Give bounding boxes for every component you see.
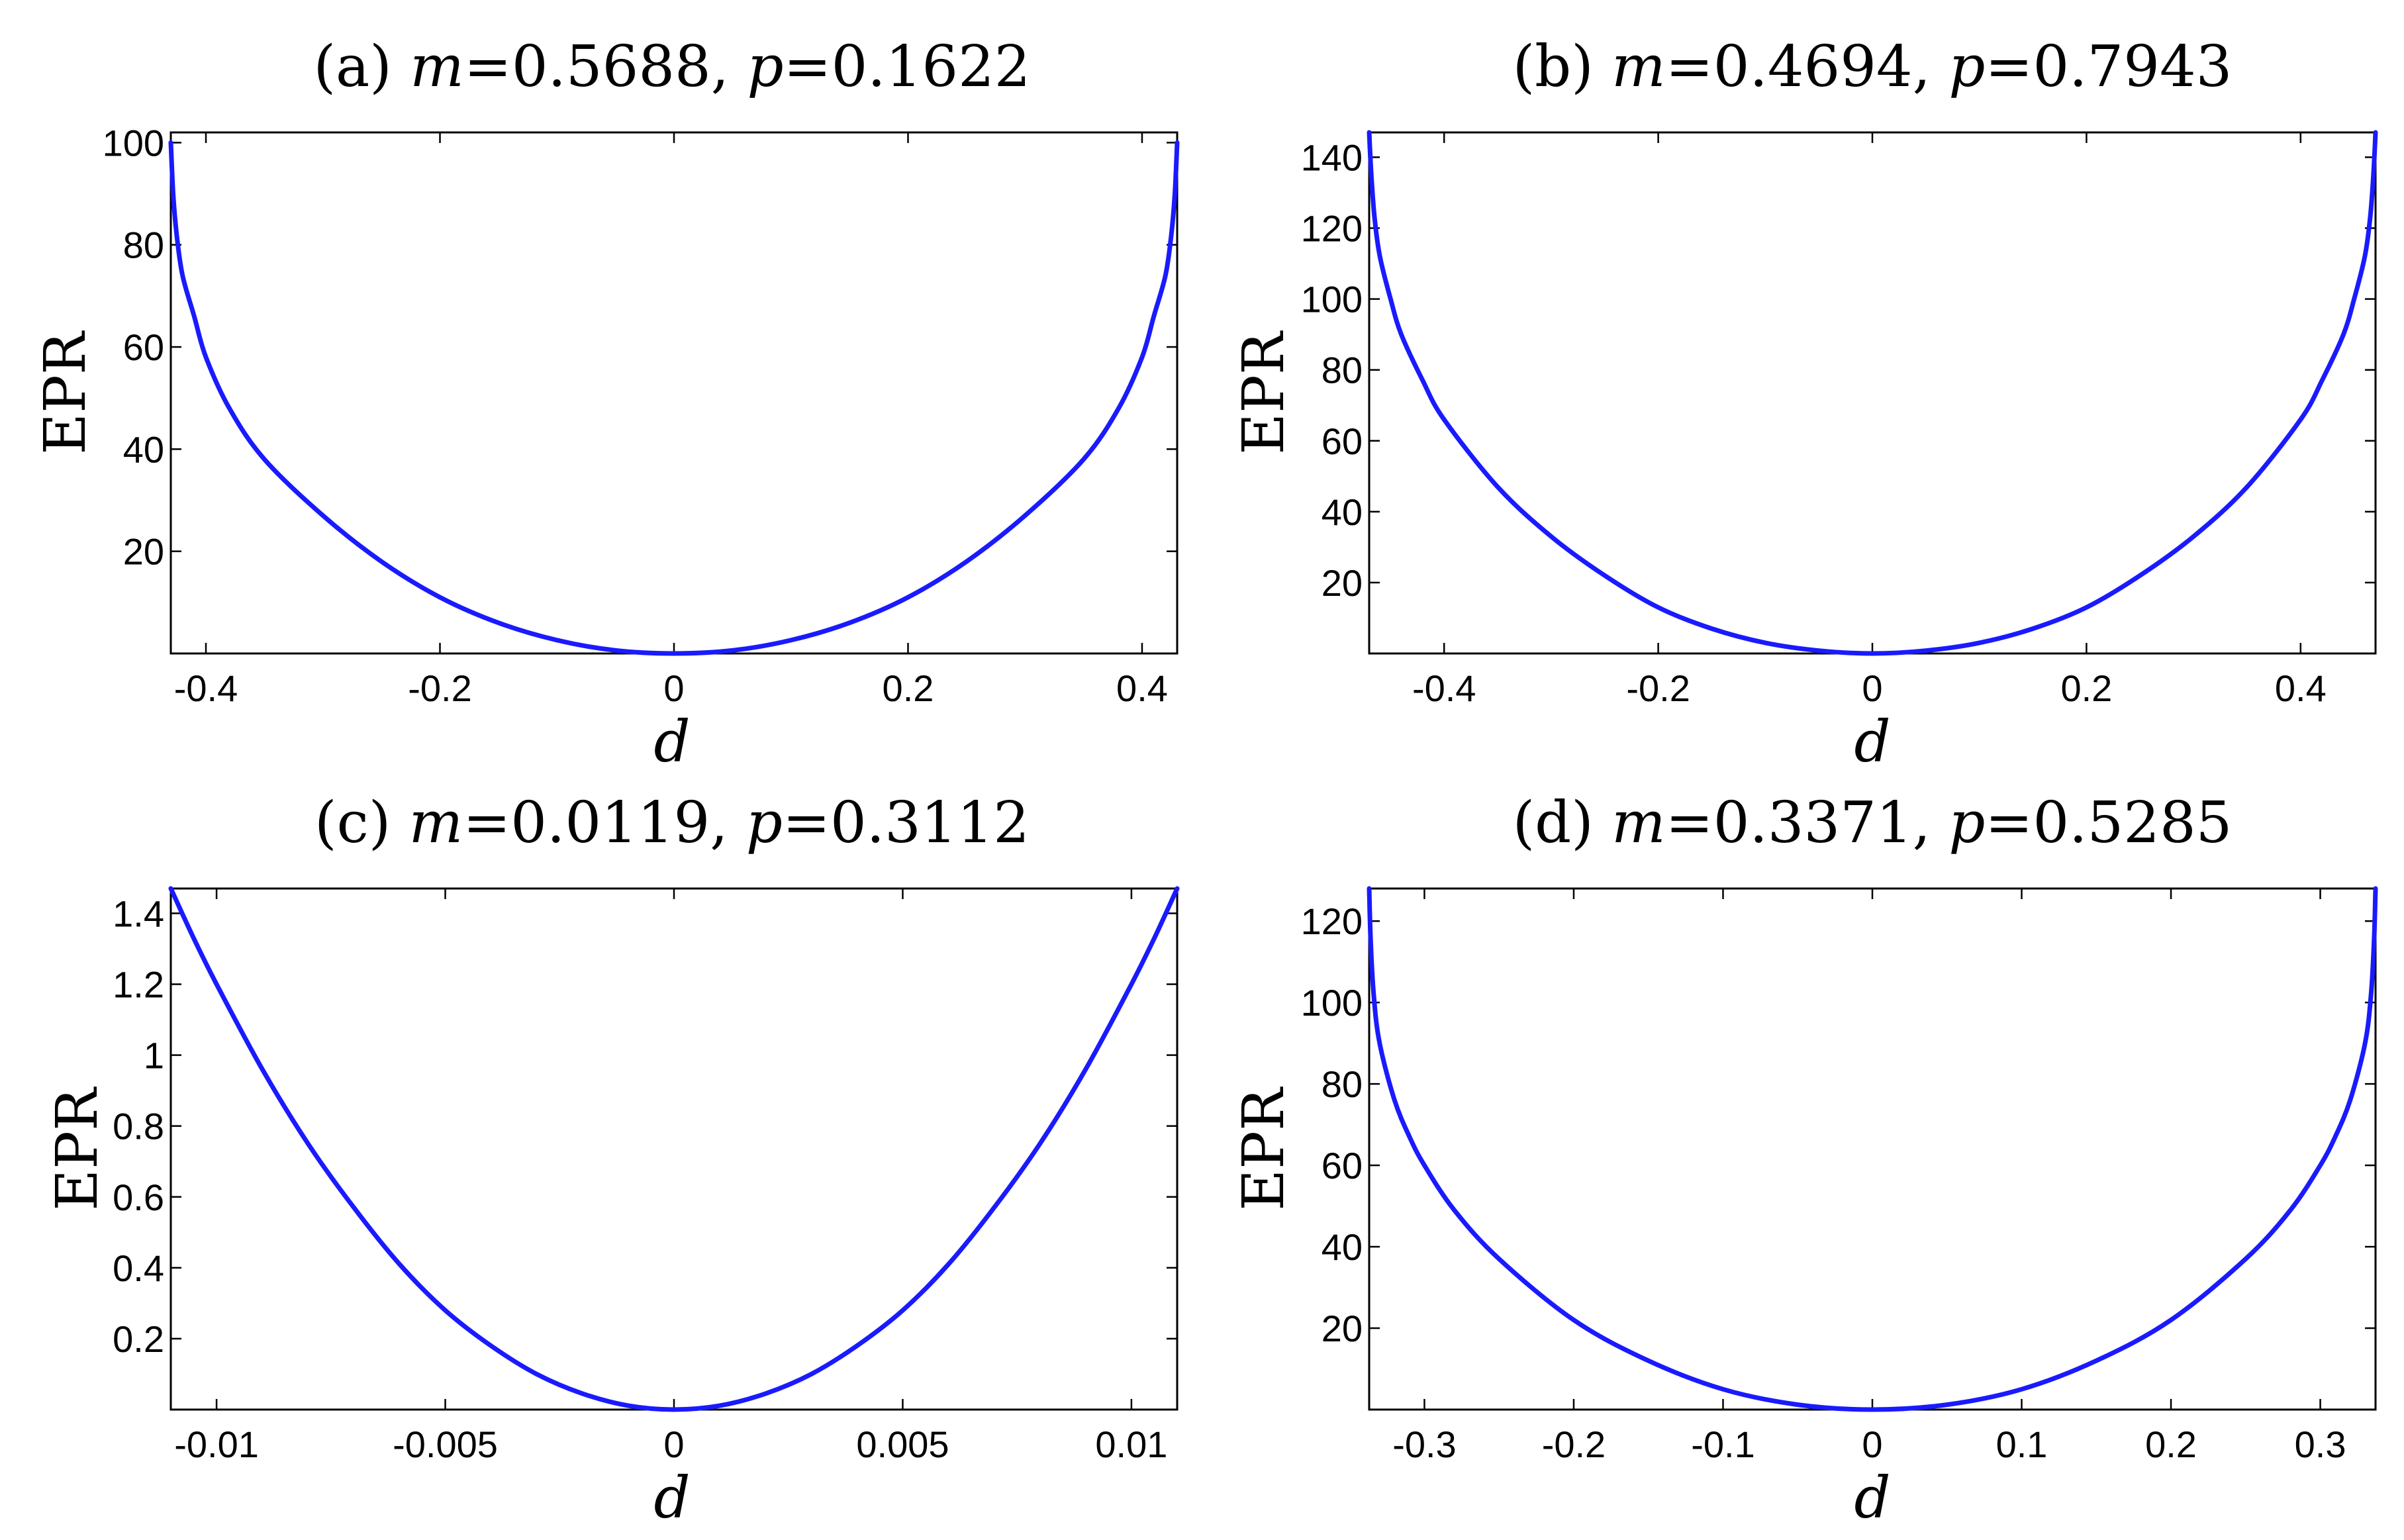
panel-b-x-ticks: -0.4 -0.2 0 0.2 0.4 <box>1412 132 2327 709</box>
panel-c-ytick-label: 1.4 <box>113 892 164 934</box>
panel-d-ytick-label: 20 <box>1322 1308 1363 1349</box>
panel-a-axes-box <box>169 131 1178 655</box>
panel-d-xtick-label: -0.1 <box>1691 1423 1755 1465</box>
panel-d-xtick-label: -0.2 <box>1542 1423 1606 1465</box>
panel-d-title: (d) m=0.3371, p=0.5285 <box>1513 790 2233 856</box>
panel-b-xtick-label: -0.2 <box>1626 667 1690 709</box>
panel-b-ytick-label: 60 <box>1322 420 1363 462</box>
panel-d-series-line <box>1367 886 2378 1412</box>
panel-b-xlabel: d <box>1854 709 1890 775</box>
panel-d: (d) m=0.3371, p=0.5285 -0.3 -0.2 -0.1 0 0.1 0… <box>1231 790 2378 1531</box>
panel-d-ytick-label: 100 <box>1301 982 1363 1024</box>
panel-a-xtick-label: 0.2 <box>883 667 934 709</box>
panel-d-axes-box <box>1368 887 2377 1411</box>
panel-d-ytick-label: 80 <box>1322 1063 1363 1105</box>
panel-b-axes-box <box>1368 131 2377 655</box>
panel-c-ytick-label: 0.6 <box>113 1177 164 1218</box>
panel-c-xtick-label: 0.01 <box>1095 1423 1167 1465</box>
panel-c-series-line <box>168 886 1180 1412</box>
panel-b-series-line <box>1367 130 2378 656</box>
panel-a-y-ticks: 20 40 60 80 100 <box>103 122 1177 573</box>
panel-b-xtick-label: 0.2 <box>2060 667 2112 709</box>
panel-d-xtick-label: 0.2 <box>2145 1423 2197 1465</box>
panel-d-ytick-label: 40 <box>1322 1226 1363 1268</box>
panel-c-ytick-label: 0.4 <box>113 1247 164 1289</box>
panel-b: (b) m=0.4694, p=0.7943 -0.4 -0.2 0 0.2 0.4 2… <box>1231 34 2378 775</box>
panel-a-ylabel: EPR <box>32 330 99 455</box>
panel-a-x-ticks: -0.4 -0.2 0 0.2 0.4 <box>174 132 1168 709</box>
panel-b-ylabel: EPR <box>1231 330 1297 455</box>
panel-a-ytick-label: 60 <box>123 326 164 368</box>
panel-c-xtick-label: -0.005 <box>393 1423 498 1465</box>
panel-a-ytick-label: 80 <box>123 224 164 266</box>
panel-c-xtick-label: 0.005 <box>856 1423 949 1465</box>
panel-d-xtick-label: 0.1 <box>1996 1423 2048 1465</box>
panel-c-axes-box <box>169 887 1178 1411</box>
panel-c-ylabel: EPR <box>44 1086 111 1211</box>
panel-a-series-line <box>168 140 1180 656</box>
panel-d-ylabel: EPR <box>1231 1086 1297 1211</box>
panel-a: (a) m=0.5688, p=0.1622 -0.4 -0.2 0 0.2 0.4 2… <box>32 34 1180 775</box>
panel-c-ytick-label: 1 <box>144 1035 164 1077</box>
panel-c-x-ticks: -0.01 -0.005 0 0.005 0.01 <box>174 889 1167 1465</box>
panel-c-xlabel: d <box>653 1465 690 1531</box>
panel-c-xtick-label: 0 <box>663 1423 684 1465</box>
panel-b-xtick-label: 0 <box>1862 667 1882 709</box>
panel-d-xtick-label: -0.3 <box>1392 1423 1457 1465</box>
panel-c-title: (c) m=0.0119, p=0.3112 <box>314 790 1030 856</box>
panel-d-ytick-label: 120 <box>1301 900 1363 942</box>
panel-a-xtick-label: -0.4 <box>174 667 238 709</box>
panel-a-ytick-label: 40 <box>123 428 164 470</box>
panel-a-title: (a) m=0.5688, p=0.1622 <box>313 34 1030 100</box>
panel-c: (c) m=0.0119, p=0.3112 -0.01 -0.005 0 0.005… <box>44 790 1180 1531</box>
panel-a-xlabel: d <box>653 709 690 775</box>
panel-a-ytick-label: 100 <box>103 122 164 164</box>
panel-b-ytick-label: 80 <box>1322 350 1363 391</box>
panel-b-y-ticks: 20 40 60 80 100 120 140 <box>1301 136 2376 604</box>
panel-d-y-ticks: 20 40 60 80 100 120 <box>1301 900 2376 1349</box>
panel-b-ytick-label: 40 <box>1322 491 1363 533</box>
panel-c-xtick-label: -0.01 <box>174 1423 259 1465</box>
panel-d-xtick-label: 0 <box>1862 1423 1882 1465</box>
panel-b-ytick-label: 120 <box>1301 208 1363 250</box>
panel-a-xtick-label: 0 <box>663 667 684 709</box>
panel-d-x-ticks: -0.3 -0.2 -0.1 0 0.1 0.2 0.3 <box>1392 889 2346 1465</box>
panel-b-ytick-label: 100 <box>1301 279 1363 320</box>
panel-b-xtick-label: 0.4 <box>2275 667 2327 709</box>
panel-a-xtick-label: 0.4 <box>1116 667 1168 709</box>
panel-b-ytick-label: 20 <box>1322 562 1363 604</box>
panel-a-xtick-label: -0.2 <box>408 667 472 709</box>
panel-b-ytick-label: 140 <box>1301 136 1363 178</box>
panel-d-ytick-label: 60 <box>1322 1145 1363 1186</box>
panel-c-y-ticks: 0.2 0.4 0.6 0.8 1 1.2 1.4 <box>113 892 1177 1360</box>
panel-a-ytick-label: 20 <box>123 531 164 573</box>
panel-b-xtick-label: -0.4 <box>1412 667 1476 709</box>
panel-c-ytick-label: 0.8 <box>113 1106 164 1147</box>
panel-d-xtick-label: 0.3 <box>2295 1423 2346 1465</box>
panel-d-xlabel: d <box>1854 1465 1890 1531</box>
panel-c-ytick-label: 0.2 <box>113 1318 164 1360</box>
panel-b-title: (b) m=0.4694, p=0.7943 <box>1513 34 2233 100</box>
panel-c-ytick-label: 1.2 <box>113 964 164 1006</box>
